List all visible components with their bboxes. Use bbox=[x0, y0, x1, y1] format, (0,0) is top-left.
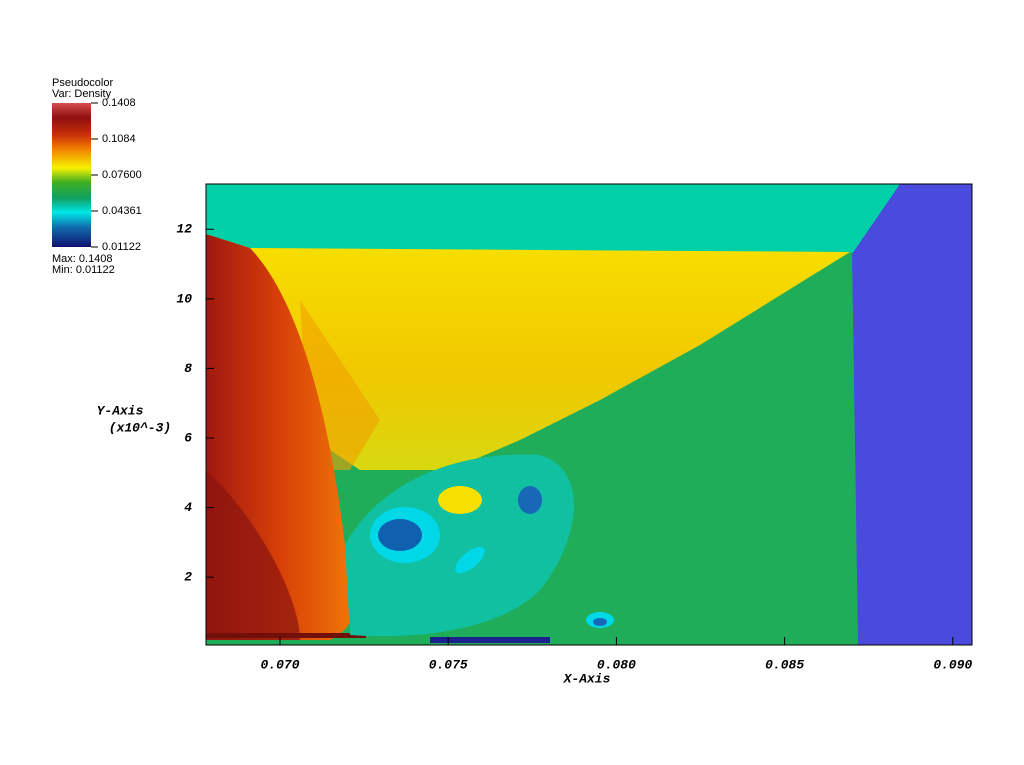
legend-tick-label: 0.1408 bbox=[102, 97, 136, 109]
legend-title: Pseudocolor bbox=[52, 77, 113, 89]
x-tick-label: 0.070 bbox=[261, 657, 300, 672]
x-tick-label: 0.080 bbox=[597, 657, 636, 672]
legend-tick-label: 0.04361 bbox=[102, 205, 142, 217]
color-bar bbox=[52, 103, 91, 247]
x-tick-label: 0.090 bbox=[933, 657, 972, 672]
legend-tick-label: 0.07600 bbox=[102, 169, 142, 181]
y-tick-label: 12 bbox=[176, 222, 192, 237]
y-tick-label: 10 bbox=[176, 291, 192, 306]
x-tick-label: 0.085 bbox=[765, 657, 804, 672]
legend-max: Max: 0.1408 bbox=[52, 253, 113, 265]
y-tick-label: 2 bbox=[184, 570, 192, 585]
y-tick-label: 4 bbox=[184, 500, 192, 515]
y-axis-units: (x10^-3) bbox=[109, 420, 171, 435]
legend-tick-label: 0.01122 bbox=[102, 241, 141, 253]
y-tick-label: 6 bbox=[184, 430, 192, 445]
y-tick-label: 8 bbox=[184, 361, 192, 376]
y-axis-label: Y-Axis bbox=[97, 403, 144, 418]
legend-variable: Var: Density bbox=[52, 88, 112, 100]
legend-tick-label: 0.1084 bbox=[102, 133, 136, 145]
x-axis-label: X-Axis bbox=[563, 671, 611, 686]
x-tick-label: 0.075 bbox=[429, 657, 468, 672]
plot-frame bbox=[205, 183, 973, 646]
density-field bbox=[206, 184, 972, 645]
legend-min: Min: 0.01122 bbox=[52, 264, 115, 276]
